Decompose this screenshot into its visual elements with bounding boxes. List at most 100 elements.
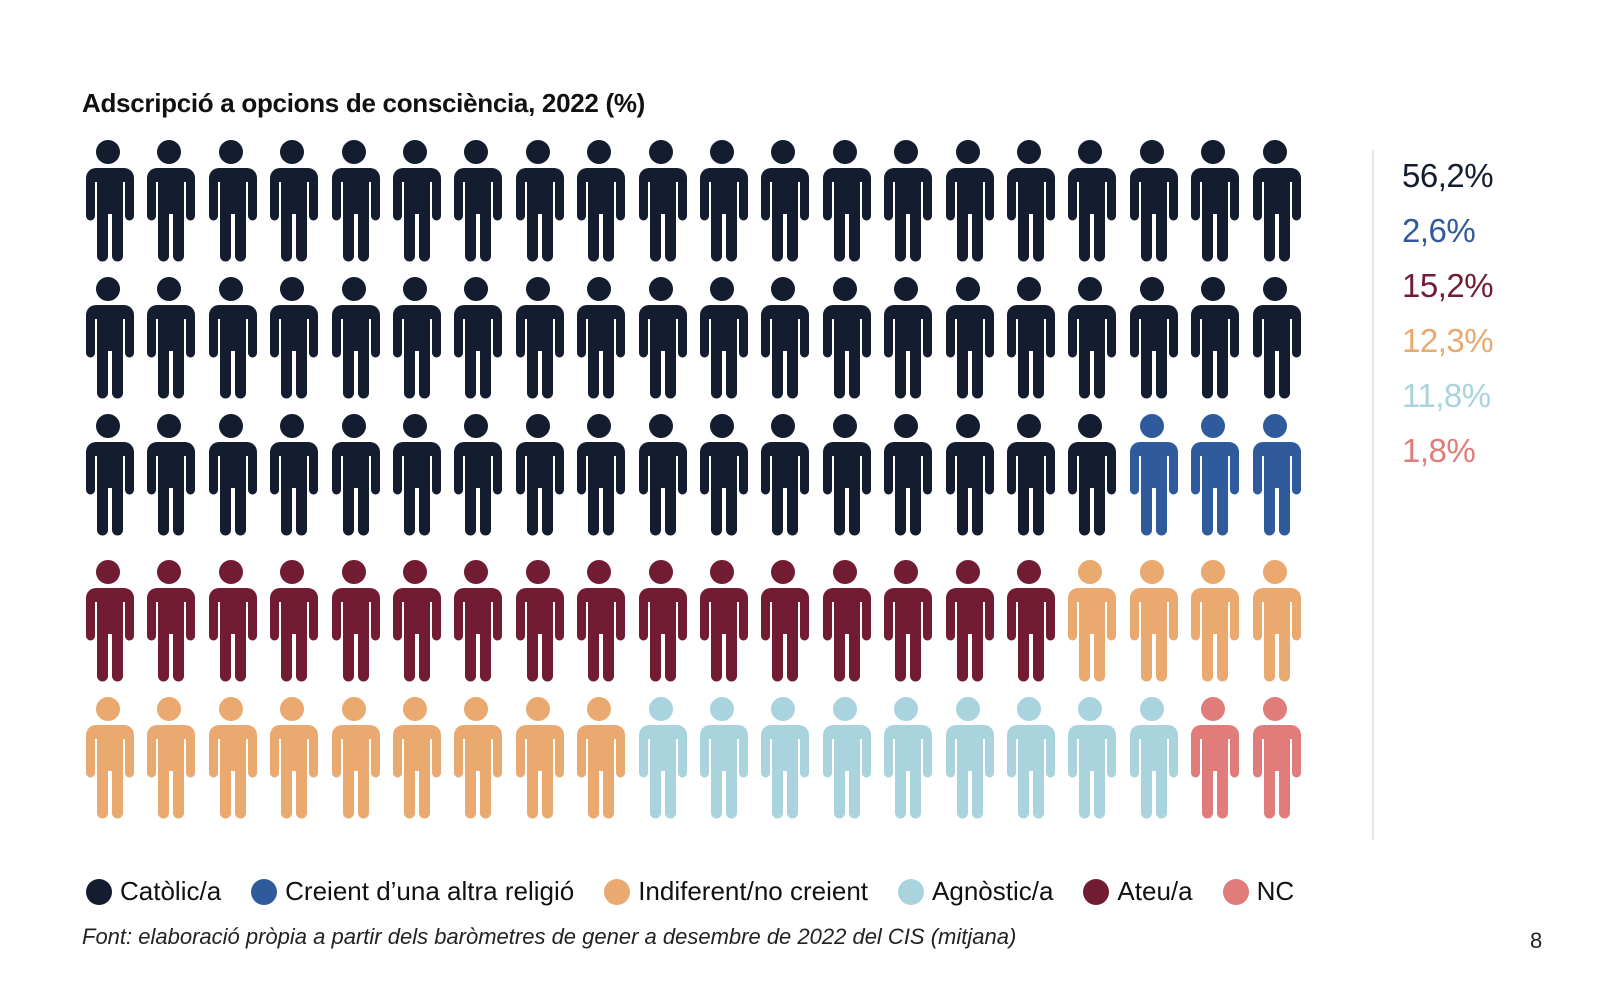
- person-icon: [633, 138, 689, 262]
- pictogram-row: [80, 275, 1340, 401]
- person-icon: [326, 275, 382, 399]
- person-icon: [1247, 275, 1303, 399]
- person-icon: [203, 412, 259, 536]
- person-icon: [203, 275, 259, 399]
- person-icon: [510, 558, 566, 682]
- person-icon: [264, 412, 320, 536]
- person-icon: [1247, 695, 1303, 819]
- person-icon: [387, 695, 443, 819]
- person-icon: [448, 695, 504, 819]
- person-icon: [940, 275, 996, 399]
- person-icon: [1062, 138, 1118, 262]
- person-icon: [326, 695, 382, 819]
- person-icon: [1062, 558, 1118, 682]
- source-note: Font: elaboració pròpia a partir dels ba…: [82, 924, 1017, 949]
- person-icon: [264, 558, 320, 682]
- legend-item-nc: NC: [1222, 876, 1294, 907]
- person-icon: [80, 138, 136, 262]
- person-icon: [141, 558, 197, 682]
- pictogram-row: [80, 558, 1340, 684]
- person-icon: [817, 558, 873, 682]
- person-icon: [817, 695, 873, 819]
- divider-line: [1372, 150, 1374, 840]
- pictogram-row: [80, 412, 1340, 538]
- person-icon: [633, 275, 689, 399]
- person-icon: [1247, 412, 1303, 536]
- person-icon: [571, 558, 627, 682]
- person-icon: [448, 558, 504, 682]
- person-icon: [1062, 275, 1118, 399]
- person-icon: [387, 412, 443, 536]
- person-icon: [633, 558, 689, 682]
- person-icon: [1062, 412, 1118, 536]
- person-icon: [1001, 558, 1057, 682]
- person-icon: [141, 695, 197, 819]
- legend-dot-icon: [86, 878, 112, 905]
- person-icon: [755, 695, 811, 819]
- person-icon: [1185, 695, 1241, 819]
- person-icon: [1124, 695, 1180, 819]
- person-icon: [940, 138, 996, 262]
- person-icon: [510, 412, 566, 536]
- person-icon: [448, 412, 504, 536]
- person-icon: [1001, 695, 1057, 819]
- percentage-agnostic: 11,8%: [1402, 377, 1491, 414]
- person-icon: [1124, 558, 1180, 682]
- person-icon: [203, 695, 259, 819]
- person-icon: [448, 138, 504, 262]
- person-icon: [940, 412, 996, 536]
- person-icon: [1001, 412, 1057, 536]
- person-icon: [694, 138, 750, 262]
- person-icon: [80, 558, 136, 682]
- person-icon: [1124, 138, 1180, 262]
- pictogram-row: [80, 138, 1340, 264]
- person-icon: [633, 695, 689, 819]
- percentage-indiferent: 12,3%: [1402, 322, 1494, 359]
- legend-item-catolic: Catòlic/a: [86, 876, 221, 907]
- percentage-altra-religio: 2,6%: [1402, 212, 1476, 249]
- person-icon: [571, 275, 627, 399]
- person-icon: [387, 275, 443, 399]
- person-icon: [694, 695, 750, 819]
- legend-dot-icon: [1222, 878, 1249, 905]
- person-icon: [940, 558, 996, 682]
- legend-label: Agnòstic/a: [932, 876, 1054, 906]
- legend-item-altra-religio: Creient d’una altra religió: [251, 876, 574, 907]
- person-icon: [755, 412, 811, 536]
- percentage-catolic: 56,2%: [1402, 157, 1494, 194]
- person-icon: [694, 275, 750, 399]
- person-icon: [80, 412, 136, 536]
- person-icon: [1185, 558, 1241, 682]
- person-icon: [878, 275, 934, 399]
- person-icon: [571, 695, 627, 819]
- person-icon: [326, 558, 382, 682]
- person-icon: [1247, 138, 1303, 262]
- legend-label: Ateu/a: [1117, 876, 1193, 906]
- percentage-ateu: 15,2%: [1402, 267, 1494, 304]
- person-icon: [1124, 275, 1180, 399]
- page-number: 8: [1530, 928, 1543, 953]
- legend-label: Catòlic/a: [120, 876, 222, 906]
- person-icon: [510, 275, 566, 399]
- person-icon: [141, 275, 197, 399]
- legend-dot-icon: [251, 878, 278, 905]
- person-icon: [571, 412, 627, 536]
- person-icon: [878, 138, 934, 262]
- person-icon: [80, 275, 136, 399]
- person-icon: [878, 412, 934, 536]
- person-icon: [326, 138, 382, 262]
- person-icon: [203, 558, 259, 682]
- legend: Catòlic/a Creient d’una altra religió In…: [86, 876, 1324, 907]
- legend-dot-icon: [1083, 878, 1110, 905]
- legend-item-agnostic: Agnòstic/a: [898, 876, 1053, 907]
- person-icon: [326, 412, 382, 536]
- legend-dot-icon: [604, 878, 631, 905]
- person-icon: [387, 558, 443, 682]
- person-icon: [387, 138, 443, 262]
- person-icon: [755, 558, 811, 682]
- person-icon: [694, 412, 750, 536]
- percentage-list: 56,2% 2,6% 15,2% 12,3% 11,8% 1,8%: [1402, 148, 1494, 478]
- person-icon: [448, 275, 504, 399]
- percentage-nc: 1,8%: [1402, 432, 1476, 469]
- chart-title: Adscripció a opcions de consciència, 202…: [82, 88, 646, 118]
